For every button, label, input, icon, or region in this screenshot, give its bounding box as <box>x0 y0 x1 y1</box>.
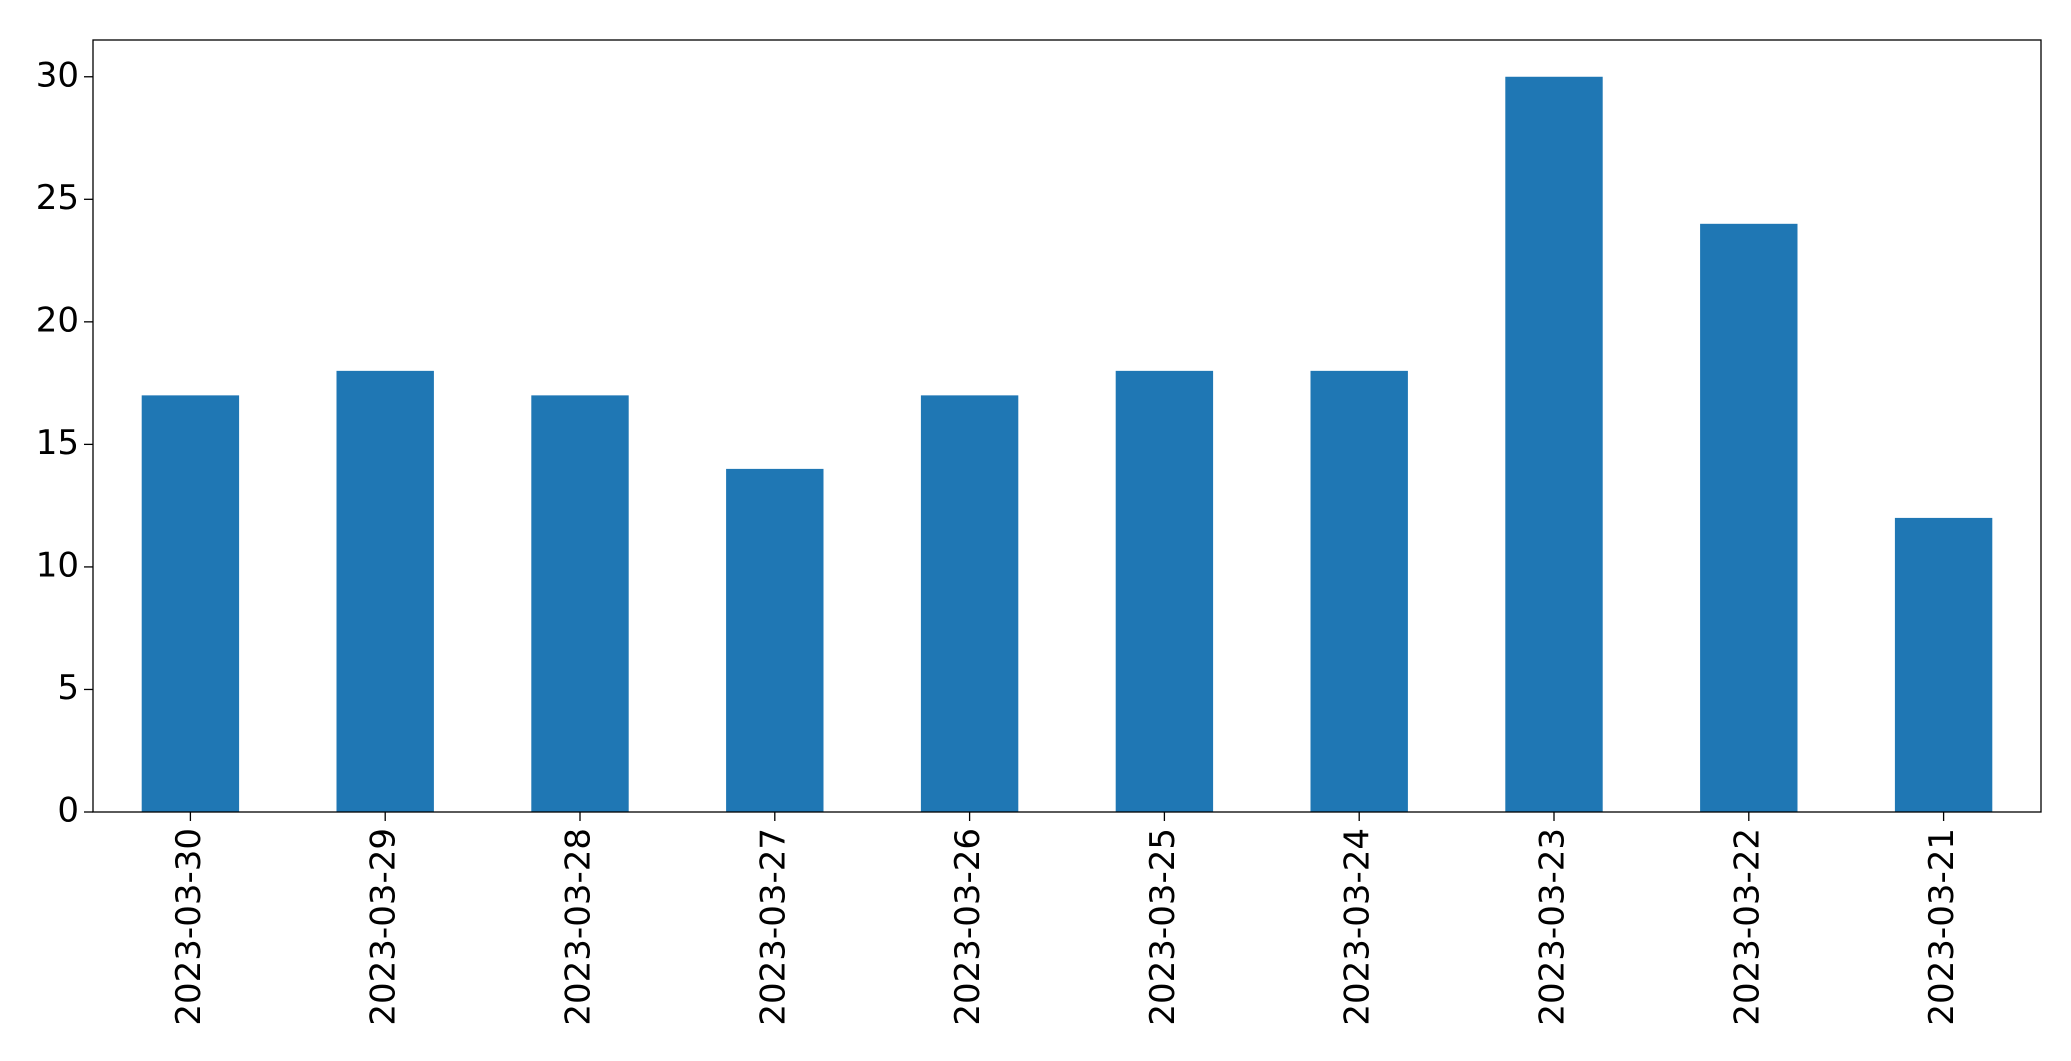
x-tick-label: 2023-03-24 <box>1338 828 1378 1026</box>
bar <box>1115 370 1214 812</box>
x-tick-label: 2023-03-30 <box>169 828 209 1026</box>
x-tick-label: 2023-03-27 <box>753 828 793 1026</box>
x-tick-label: 2023-03-21 <box>1922 828 1962 1026</box>
plot-frame <box>92 39 2042 813</box>
y-tick-label: 15 <box>36 423 79 463</box>
y-tick-label: 20 <box>36 300 79 340</box>
x-tick-label: 2023-03-23 <box>1533 828 1573 1026</box>
bar <box>141 395 240 812</box>
x-tick-label: 2023-03-22 <box>1727 828 1767 1026</box>
bar <box>1310 370 1408 812</box>
x-tick-label: 2023-03-28 <box>559 828 599 1026</box>
x-tick-label: 2023-03-26 <box>948 828 988 1026</box>
y-tick-label: 25 <box>36 178 79 218</box>
y-tick-label: 0 <box>57 791 79 831</box>
bar <box>726 468 824 812</box>
y-tick-label: 5 <box>57 668 79 708</box>
bar <box>920 395 1019 812</box>
bar <box>1505 76 1603 812</box>
x-tick-label: 2023-03-25 <box>1143 828 1183 1026</box>
bar <box>531 395 629 812</box>
y-tick-label: 10 <box>36 545 79 585</box>
y-tick-label: 30 <box>36 55 79 95</box>
x-tick-label: 2023-03-29 <box>364 828 404 1026</box>
bar <box>1700 223 1798 813</box>
bar <box>1894 517 1993 812</box>
bar <box>336 370 434 812</box>
